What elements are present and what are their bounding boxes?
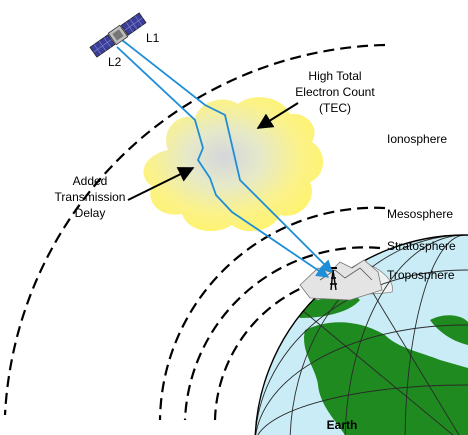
ionosphere-label: Ionosphere [387, 132, 447, 146]
stratosphere-arc [183, 246, 381, 421]
tec-label-line2: Electron Count [295, 85, 375, 99]
l1-label: L1 [146, 31, 160, 45]
delay-pointer-arrow [127, 167, 195, 201]
gps-signals [116, 39, 333, 278]
tec-cloud [143, 97, 324, 232]
delay-label-line1: Added [73, 174, 108, 188]
troposphere-label: Troposphere [387, 268, 455, 282]
ionosphere-arc [3, 43, 386, 416]
earth-outline [254, 234, 468, 435]
earth-label: Earth [327, 418, 358, 432]
l2-label: L2 [108, 55, 122, 69]
tec-pointer-arrow [256, 102, 299, 129]
mesosphere-arc [158, 206, 386, 421]
tec-label-line3: (TEC) [319, 101, 351, 115]
delay-label-line2: Transmission [55, 190, 126, 204]
mesosphere-label: Mesosphere [387, 207, 453, 221]
l1-signal-path [121, 39, 333, 273]
stratosphere-label: Stratosphere [387, 239, 456, 253]
tec-label-line1: High Total [308, 69, 361, 83]
gps-satellite-icon [89, 12, 147, 58]
l2-signal-path [116, 46, 330, 278]
delay-label-line3: Delay [75, 206, 106, 220]
